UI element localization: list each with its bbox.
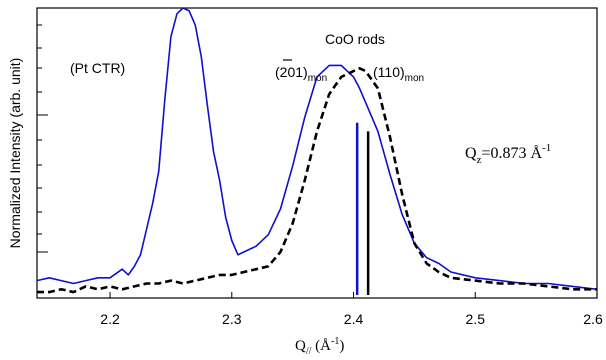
annotation-coo-rods: CoO rods [325,31,385,47]
x-tick-label: 2.2 [100,311,120,327]
annotation-qz: Qz=0.873 Å-1 [465,142,551,166]
y-axis-ticks [37,24,48,253]
plot-frame [36,7,598,299]
x-tick-label: 2.4 [344,311,364,327]
series-solid-line [36,7,598,291]
y-axis-label: Normalized Intensity (arb. unit) [7,58,23,249]
series-group [36,7,598,294]
x-tick-label: 2.6 [583,311,603,327]
peak-markers [355,122,370,295]
x-tick-label: 2.3 [222,311,242,327]
series-dashed-line [37,67,597,294]
x-tick-label: 2.5 [466,311,486,327]
annotation-peak2: (110)mon [373,64,424,84]
x-axis-ticks: 2.2 2.3 2.4 2.5 2.6 [100,292,603,327]
annotation-pt-ctr: (Pt CTR) [70,60,125,76]
x-axis-label: Q// (Å-1) [295,336,344,357]
annotation-peak1: (201)mon [275,64,327,84]
